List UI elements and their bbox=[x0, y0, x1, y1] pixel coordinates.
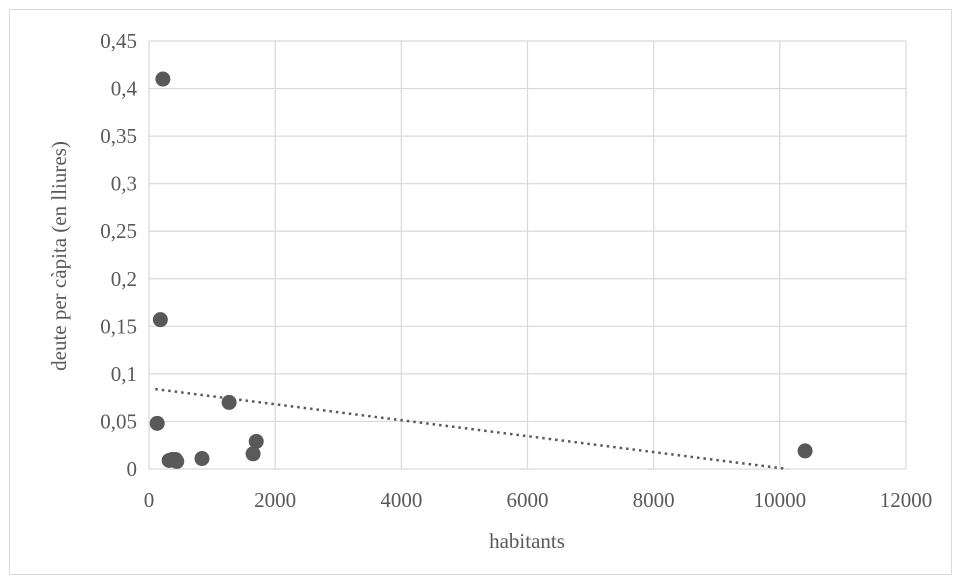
data-point bbox=[155, 71, 171, 87]
data-point bbox=[248, 433, 264, 449]
x-axis-tick-labels: 0 2000 4000 6000 8000 10000 12000 bbox=[144, 488, 933, 512]
grid-lines bbox=[148, 40, 907, 470]
trendline-group bbox=[155, 387, 788, 471]
y-tick-label: 0,1 bbox=[111, 362, 137, 386]
y-axis-title: deute per càpita (en lliures) bbox=[47, 141, 71, 371]
data-point bbox=[194, 451, 210, 467]
x-tick-label: 10000 bbox=[754, 488, 807, 512]
y-tick-label: 0,05 bbox=[100, 409, 137, 433]
data-point bbox=[245, 446, 261, 462]
y-tick-label: 0,45 bbox=[100, 29, 137, 53]
data-point bbox=[221, 394, 237, 410]
linear-trendline bbox=[155, 387, 788, 471]
y-tick-label: 0,2 bbox=[111, 267, 137, 291]
x-tick-label: 0 bbox=[144, 488, 155, 512]
x-tick-label: 4000 bbox=[380, 488, 422, 512]
y-tick-label: 0,3 bbox=[111, 172, 137, 196]
data-point bbox=[169, 453, 185, 469]
x-tick-label: 8000 bbox=[633, 488, 675, 512]
y-tick-label: 0 bbox=[127, 457, 138, 481]
chart-frame bbox=[9, 9, 952, 575]
y-axis-tick-labels: 0 0,05 0,1 0,15 0,2 0,25 0,3 0,35 0,4 0,45 bbox=[100, 29, 137, 481]
data-point bbox=[797, 443, 813, 459]
data-point bbox=[149, 415, 165, 431]
y-tick-label: 0,4 bbox=[111, 77, 138, 101]
y-tick-label: 0,35 bbox=[100, 124, 137, 148]
x-tick-label: 2000 bbox=[254, 488, 296, 512]
y-tick-label: 0,25 bbox=[100, 219, 137, 243]
y-tick-label: 0,15 bbox=[100, 314, 137, 338]
data-point bbox=[152, 312, 168, 328]
data-points bbox=[149, 71, 813, 469]
x-tick-label: 12000 bbox=[880, 488, 933, 512]
x-tick-label: 6000 bbox=[507, 488, 549, 512]
x-axis-title: habitants bbox=[489, 529, 565, 553]
